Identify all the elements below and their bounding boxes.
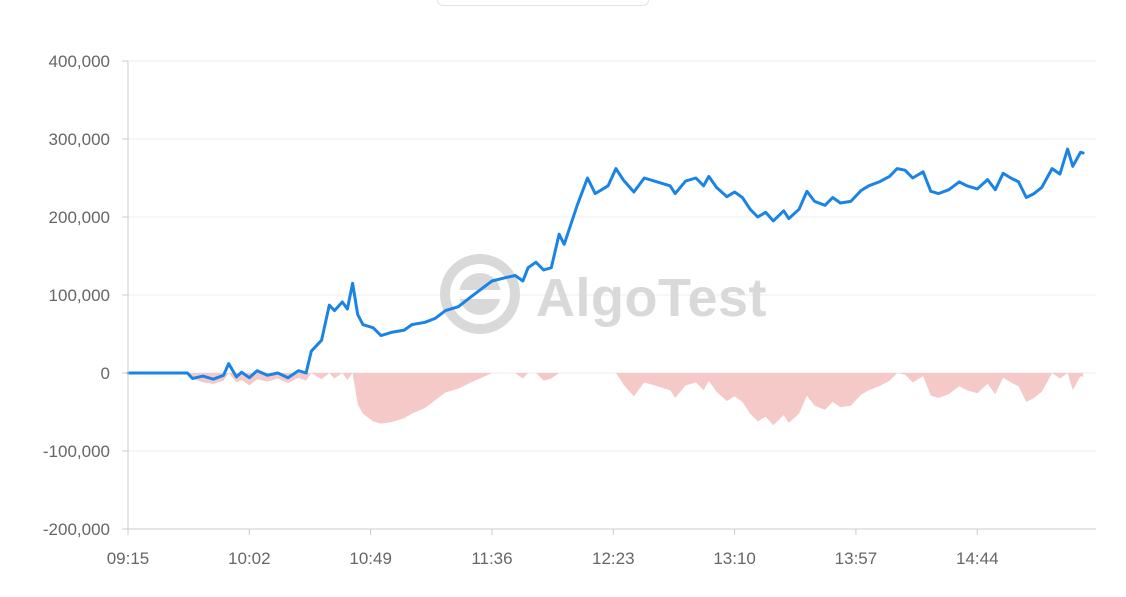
- y-tick-label: 400,000: [49, 52, 110, 71]
- watermark-text: AlgoTest: [536, 268, 767, 328]
- x-tick-label: 10:02: [228, 549, 271, 568]
- y-tick-label: 0: [101, 364, 110, 383]
- x-axis-ticks: 09:15 10:02 10:49 11:36 12:23 13:10 13:57 14:44: [107, 529, 999, 568]
- y-tick-label: -100,000: [43, 442, 110, 461]
- x-tick-label: 10:49: [349, 549, 392, 568]
- y-axis-ticks: 400,000 300,000 200,000 100,000 0 -100,000 -20…: [43, 52, 128, 539]
- algotest-watermark: AlgoTest: [440, 254, 767, 334]
- x-tick-label: 09:15: [107, 549, 150, 568]
- x-tick-label: 11:36: [471, 549, 512, 568]
- y-tick-label: 200,000: [49, 208, 110, 227]
- x-tick-label: 14:44: [956, 549, 999, 568]
- x-tick-label: 13:57: [835, 549, 878, 568]
- x-tick-label: 12:23: [592, 549, 635, 568]
- y-tick-label: 100,000: [49, 286, 110, 305]
- algotest-logo-icon: [440, 254, 520, 334]
- x-tick-label: 13:10: [713, 549, 756, 568]
- pnl-line: [126, 147, 1085, 381]
- y-tick-label: 300,000: [49, 130, 110, 149]
- y-tick-label: -200,000: [43, 520, 110, 539]
- drawdown-area: [128, 373, 1084, 426]
